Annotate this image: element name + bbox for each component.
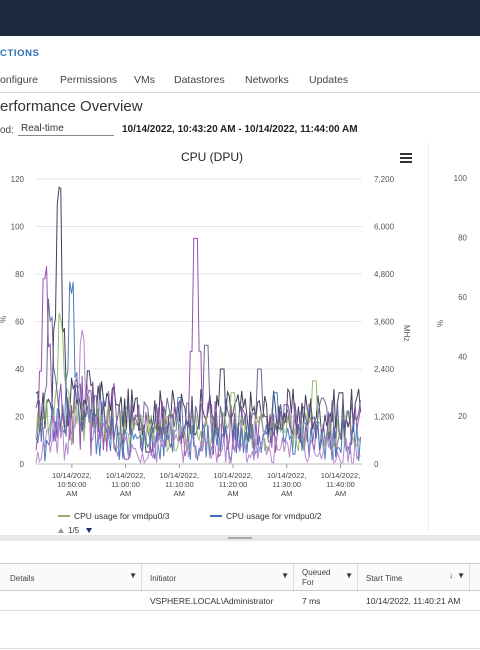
- x-tick-label: AM: [335, 489, 346, 498]
- secondary-y-axis-label: %: [436, 320, 445, 327]
- x-tick-label: 10/14/2022,: [267, 471, 307, 480]
- resize-grip-icon[interactable]: [228, 537, 252, 539]
- y-tick-label: 120: [11, 175, 25, 184]
- filter-icon[interactable]: ▼: [129, 571, 137, 580]
- legend-item[interactable]: CPU usage for vmdpu0/2: [226, 511, 322, 521]
- pager-prev-icon[interactable]: [58, 528, 64, 533]
- x-tick-label: 10/14/2022,: [106, 471, 146, 480]
- y-tick-label: 80: [15, 270, 24, 279]
- row-start-time: 10/14/2022, 11:40:21 AM: [366, 596, 461, 606]
- cpu-chart: 0 0 20 1,200 40 2,400 60 3,600 80 4,800 100 6,000 12…: [0, 175, 411, 533]
- filter-icon[interactable]: ▼: [457, 571, 465, 580]
- secondary-y-tick-label: 60: [458, 293, 467, 302]
- x-tick-label: AM: [66, 489, 77, 498]
- x-tick-label: AM: [174, 489, 185, 498]
- y2-tick-label: 4,800: [374, 270, 395, 279]
- col-queued-label: Queued For: [302, 568, 331, 587]
- filter-icon[interactable]: ▼: [345, 571, 353, 580]
- secondary-y-tick-label: 40: [458, 353, 467, 362]
- time-range: 10/14/2022, 10:43:20 AM - 10/14/2022, 11…: [122, 124, 358, 135]
- x-tick-label: 10/14/2022,: [52, 471, 92, 480]
- x-tick-label: 10:50:00: [57, 480, 86, 489]
- col-initiator[interactable]: Initiator ▼: [142, 564, 294, 592]
- y-tick-label: 20: [15, 413, 24, 422]
- row-initiator: VSPHERE.LOCAL\Administrator: [150, 596, 274, 606]
- col-start-time-label: Start Time: [366, 574, 403, 583]
- x-tick-label: 11:20:00: [219, 480, 248, 489]
- col-initiator-label: Initiator: [150, 574, 177, 583]
- secondary-y-tick-label: 20: [458, 412, 467, 421]
- pager-next-icon[interactable]: [86, 528, 92, 533]
- tab-configure[interactable]: onfigure: [0, 74, 38, 86]
- x-tick-label: 11:40:00: [326, 480, 355, 489]
- x-tick-label: 11:30:00: [272, 480, 301, 489]
- secondary-chart-card: 20 40 60 80 100%: [428, 143, 480, 533]
- tab-permissions[interactable]: Permissions: [60, 74, 118, 86]
- series-line-s4: [35, 281, 361, 462]
- tab-vms[interactable]: VMs: [134, 74, 155, 86]
- filter-icon[interactable]: ▼: [281, 571, 289, 580]
- top-navigation-bar: [0, 0, 480, 36]
- tab-networks[interactable]: Networks: [245, 74, 289, 86]
- x-tick-label: AM: [120, 489, 131, 498]
- col-queued[interactable]: Queued For ▼: [294, 564, 358, 592]
- x-tick-label: 10/14/2022,: [213, 471, 253, 480]
- row-queued: 7 ms: [302, 596, 321, 606]
- secondary-y-tick-label: 100: [454, 174, 468, 183]
- cpu-chart-card: [0, 143, 424, 533]
- legend-item[interactable]: CPU usage for vmdpu0/3: [74, 511, 170, 521]
- x-tick-label: 10/14/2022,: [321, 471, 361, 480]
- x-tick-label: AM: [281, 489, 292, 498]
- x-tick-label: 11:00:00: [111, 480, 140, 489]
- actions-menu[interactable]: CTIONS: [0, 48, 40, 59]
- y-tick-label: 100: [11, 223, 25, 232]
- y-tick-label: 0: [20, 460, 25, 469]
- legend-pager: 1/5: [68, 526, 80, 533]
- y-axis-label: %: [0, 316, 8, 323]
- series-line-s6: [35, 329, 361, 465]
- x-tick-label: 10/14/2022,: [159, 471, 199, 480]
- secondary-y-tick-label: 80: [458, 234, 467, 243]
- y-tick-label: 40: [15, 365, 24, 374]
- y-tick-label: 60: [15, 318, 24, 327]
- col-details-label: Details: [10, 574, 35, 583]
- y2-tick-label: 0: [374, 460, 379, 469]
- table-header: Details ▼ Initiator ▼ Queued For ▼ Start…: [0, 563, 480, 592]
- y2-tick-label: 7,200: [374, 175, 395, 184]
- y2-tick-label: 6,000: [374, 223, 395, 232]
- secondary-chart: 20 40 60 80 100%: [436, 174, 468, 421]
- page-title: erformance Overview: [0, 98, 143, 115]
- tab-datastores[interactable]: Datastores: [174, 74, 225, 86]
- x-tick-label: AM: [227, 489, 238, 498]
- y2-axis-label: MHz: [402, 325, 411, 341]
- chart-title: CPU (DPU): [181, 150, 243, 164]
- col-start-time[interactable]: Start Time ↓ ▼: [358, 564, 470, 592]
- hamburger-menu-icon[interactable]: [400, 153, 412, 163]
- col-details[interactable]: Details ▼: [0, 564, 142, 592]
- sort-descending-icon[interactable]: ↓: [449, 571, 453, 580]
- footer-divider: [0, 648, 480, 649]
- y2-tick-label: 1,200: [374, 413, 395, 422]
- tab-updates[interactable]: Updates: [309, 74, 349, 86]
- y2-tick-label: 2,400: [374, 365, 395, 374]
- x-tick-label: 11:10:00: [165, 480, 194, 489]
- object-tabs: onfigure Permissions VMs Datastores Netw…: [0, 66, 480, 93]
- period-label: od:: [0, 125, 14, 136]
- table-row[interactable]: VSPHERE.LOCAL\Administrator 7 ms 10/14/2…: [0, 591, 480, 611]
- period-select[interactable]: Real-time: [18, 121, 114, 136]
- y2-tick-label: 3,600: [374, 318, 395, 327]
- series-line-s5: [35, 298, 361, 445]
